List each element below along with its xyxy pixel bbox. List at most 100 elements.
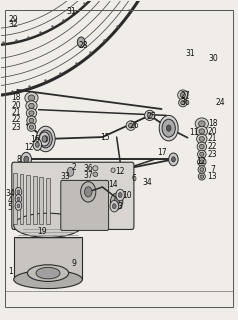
Text: 17: 17 [157,148,166,156]
Ellipse shape [198,150,206,158]
Text: 1: 1 [8,267,13,276]
Ellipse shape [200,160,204,164]
Bar [26,175,30,224]
Circle shape [24,156,29,163]
Circle shape [159,116,178,141]
Circle shape [36,126,55,152]
Ellipse shape [29,125,34,129]
Ellipse shape [29,118,34,123]
Text: 31: 31 [185,49,195,58]
Text: 15: 15 [100,133,110,142]
Text: 9: 9 [72,259,76,268]
Circle shape [15,188,22,196]
Circle shape [42,136,47,142]
Text: 14: 14 [108,180,118,189]
Text: 11: 11 [189,128,198,137]
Text: 6: 6 [132,174,137,183]
Circle shape [116,189,124,201]
Ellipse shape [199,144,204,149]
Circle shape [67,167,74,176]
Ellipse shape [93,166,98,171]
Text: 32: 32 [9,20,19,29]
Ellipse shape [181,100,185,105]
Ellipse shape [14,270,82,289]
Text: 4: 4 [8,196,13,205]
Text: 23: 23 [11,123,21,132]
Circle shape [114,197,119,205]
Text: 18: 18 [208,119,217,128]
Text: 2: 2 [72,164,76,172]
Text: 12: 12 [115,167,125,176]
Text: 20: 20 [11,101,21,110]
Bar [13,173,17,224]
Text: 33: 33 [61,172,71,181]
Circle shape [17,197,20,201]
Circle shape [39,132,50,146]
Text: 31: 31 [67,7,76,16]
Ellipse shape [200,175,203,178]
FancyBboxPatch shape [61,180,109,230]
Ellipse shape [198,166,206,173]
Ellipse shape [200,152,204,156]
Ellipse shape [178,90,188,100]
Ellipse shape [36,267,60,279]
Ellipse shape [196,126,208,136]
Circle shape [110,193,123,210]
Text: 23: 23 [208,150,217,159]
Ellipse shape [28,95,35,101]
Text: 20: 20 [208,127,217,136]
Ellipse shape [14,213,82,237]
Ellipse shape [26,108,37,118]
Ellipse shape [198,173,205,180]
Circle shape [166,125,171,131]
Text: 10: 10 [123,190,132,200]
Text: 26: 26 [129,121,139,130]
Text: 22: 22 [208,142,217,151]
Ellipse shape [147,113,152,118]
Circle shape [110,200,119,212]
Circle shape [35,142,39,147]
Text: 25: 25 [146,112,156,121]
Text: 27: 27 [180,91,190,100]
Circle shape [162,119,175,137]
Text: 36: 36 [180,98,190,107]
Ellipse shape [197,142,207,151]
Text: 30: 30 [209,54,218,63]
Ellipse shape [198,158,206,166]
Circle shape [15,195,22,203]
Text: 21: 21 [208,134,217,143]
Text: 34: 34 [143,178,152,187]
Circle shape [21,152,31,166]
Ellipse shape [25,92,38,104]
Text: 28: 28 [79,41,88,51]
Ellipse shape [26,101,37,111]
Ellipse shape [29,111,34,116]
Circle shape [17,190,20,194]
FancyBboxPatch shape [12,162,134,229]
Ellipse shape [199,137,204,141]
Text: 21: 21 [11,108,21,117]
Text: 19: 19 [37,227,47,236]
Ellipse shape [199,129,205,134]
Text: 13: 13 [208,172,217,181]
Text: 29: 29 [9,15,19,24]
Text: 16: 16 [30,135,40,144]
Ellipse shape [198,121,205,126]
Circle shape [172,157,175,162]
Ellipse shape [195,118,208,129]
Circle shape [17,204,20,208]
Text: 22: 22 [11,115,21,124]
Text: 24: 24 [216,98,226,107]
Ellipse shape [129,123,133,128]
Circle shape [77,37,85,47]
Bar [40,177,43,224]
Ellipse shape [93,172,98,177]
Circle shape [169,153,178,166]
Bar [46,178,50,224]
Bar [20,174,23,224]
Circle shape [112,204,116,209]
Text: 3: 3 [118,202,123,211]
Ellipse shape [197,134,207,144]
Ellipse shape [27,116,36,125]
Text: 37: 37 [83,171,93,180]
